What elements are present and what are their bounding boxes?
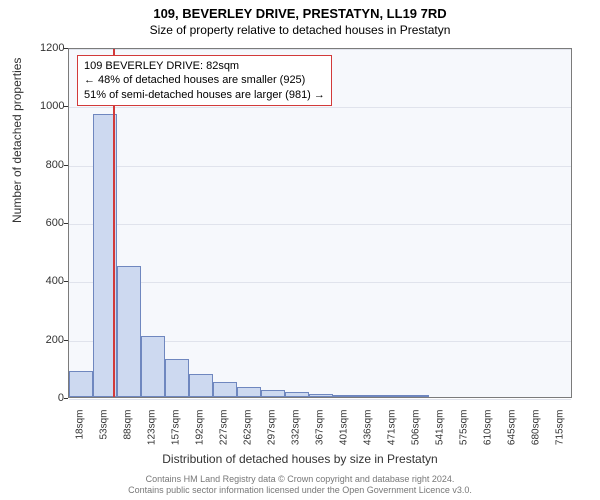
- histogram-bar: [333, 395, 357, 397]
- histogram-bar: [261, 390, 285, 397]
- x-tick-label: 610sqm: [483, 410, 494, 460]
- y-tick-label: 400: [40, 275, 64, 287]
- histogram-bar: [141, 336, 165, 397]
- histogram-bar: [405, 395, 429, 397]
- y-tick-mark: [64, 106, 68, 107]
- y-tick-mark: [64, 398, 68, 399]
- x-tick-label: 506sqm: [411, 410, 422, 460]
- x-tick-label: 88sqm: [123, 410, 134, 460]
- gridline: [69, 224, 571, 225]
- histogram-bar: [285, 392, 309, 397]
- gridline: [69, 166, 571, 167]
- x-tick-label: 192sqm: [195, 410, 206, 460]
- histogram-bar: [165, 359, 189, 397]
- y-tick-mark: [64, 48, 68, 49]
- footer-line-1: Contains HM Land Registry data © Crown c…: [0, 474, 600, 485]
- x-tick-label: 227sqm: [219, 410, 230, 460]
- x-tick-label: 436sqm: [363, 410, 374, 460]
- histogram-bar: [213, 382, 237, 397]
- histogram-bar: [381, 395, 405, 397]
- x-tick-label: 645sqm: [507, 410, 518, 460]
- y-axis-label: Number of detached properties: [10, 58, 24, 223]
- plot-region: 109 BEVERLEY DRIVE: 82sqm ← 48% of detac…: [68, 48, 572, 398]
- x-tick-label: 367sqm: [315, 410, 326, 460]
- y-tick-mark: [64, 340, 68, 341]
- x-tick-label: 332sqm: [291, 410, 302, 460]
- y-tick-mark: [64, 165, 68, 166]
- x-tick-label: 262sqm: [243, 410, 254, 460]
- x-tick-label: 401sqm: [339, 410, 350, 460]
- x-tick-label: 53sqm: [99, 410, 110, 460]
- y-tick-label: 1200: [40, 42, 64, 54]
- y-tick-mark: [64, 281, 68, 282]
- gridline: [69, 399, 571, 400]
- marker-info-box: 109 BEVERLEY DRIVE: 82sqm ← 48% of detac…: [77, 55, 332, 106]
- histogram-bar: [237, 387, 261, 397]
- chart-area: 109 BEVERLEY DRIVE: 82sqm ← 48% of detac…: [68, 48, 572, 398]
- y-tick-label: 800: [40, 159, 64, 171]
- info-line-1: 109 BEVERLEY DRIVE: 82sqm: [84, 59, 325, 73]
- y-tick-label: 1000: [40, 100, 64, 112]
- x-tick-label: 575sqm: [459, 410, 470, 460]
- x-tick-label: 541sqm: [435, 410, 446, 460]
- y-tick-label: 200: [40, 334, 64, 346]
- x-tick-label: 680sqm: [531, 410, 542, 460]
- gridline: [69, 282, 571, 283]
- gridline: [69, 49, 571, 50]
- histogram-bar: [117, 266, 141, 397]
- y-tick-label: 600: [40, 217, 64, 229]
- x-tick-label: 715sqm: [555, 410, 566, 460]
- histogram-bar: [69, 371, 93, 397]
- page-subtitle: Size of property relative to detached ho…: [0, 21, 600, 37]
- gridline: [69, 107, 571, 108]
- histogram-bar: [357, 395, 381, 397]
- x-tick-label: 297sqm: [267, 410, 278, 460]
- histogram-bar: [189, 374, 213, 397]
- x-tick-label: 123sqm: [147, 410, 158, 460]
- y-tick-mark: [64, 223, 68, 224]
- histogram-bar: [309, 394, 333, 398]
- info-line-2: ← 48% of detached houses are smaller (92…: [84, 73, 325, 87]
- info-line-3: 51% of semi-detached houses are larger (…: [84, 88, 325, 102]
- y-tick-label: 0: [40, 392, 64, 404]
- x-tick-label: 157sqm: [171, 410, 182, 460]
- footer: Contains HM Land Registry data © Crown c…: [0, 474, 600, 496]
- x-tick-label: 18sqm: [75, 410, 86, 460]
- x-tick-label: 471sqm: [387, 410, 398, 460]
- page-title: 109, BEVERLEY DRIVE, PRESTATYN, LL19 7RD: [0, 0, 600, 21]
- footer-line-2: Contains public sector information licen…: [0, 485, 600, 496]
